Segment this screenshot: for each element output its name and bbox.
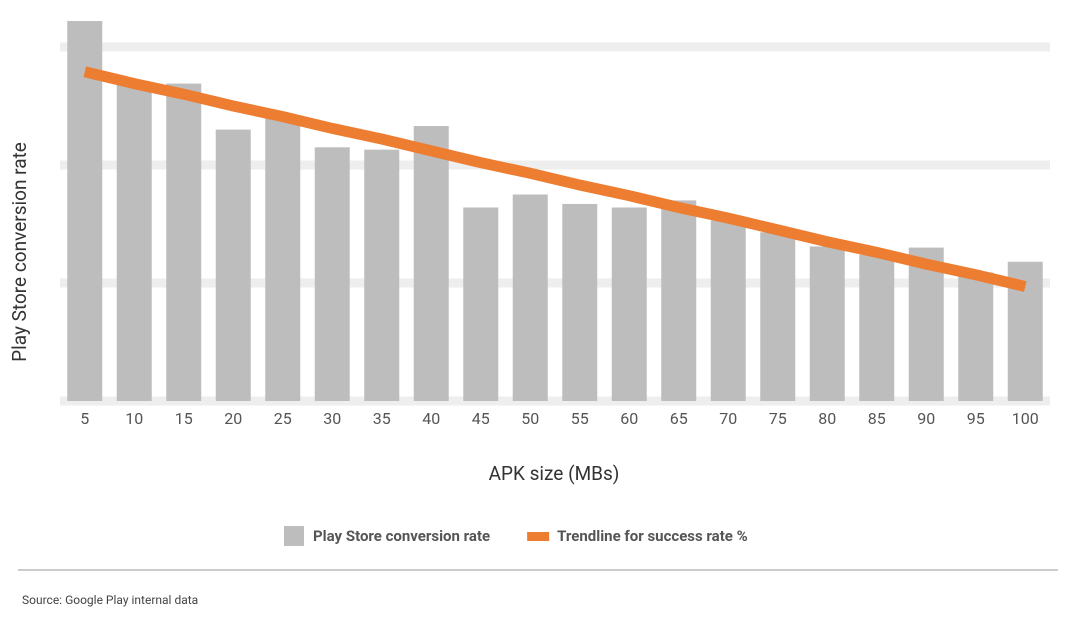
x-tick-label: 20 <box>224 409 242 428</box>
trendline <box>83 66 1027 292</box>
bar <box>611 207 647 401</box>
x-tick-label: 100 <box>1012 409 1039 428</box>
bar <box>463 207 499 401</box>
x-axis-title: APK size (MBs) <box>489 462 620 485</box>
bar <box>116 84 152 401</box>
legend-swatch <box>284 526 304 546</box>
x-tick-label: 55 <box>571 409 589 428</box>
x-tick-label: 35 <box>373 409 391 428</box>
x-tick-label: 85 <box>868 409 886 428</box>
bar <box>364 149 400 401</box>
x-tick-label: 50 <box>521 409 539 428</box>
bar <box>859 254 895 401</box>
bar <box>512 194 548 401</box>
x-tick-label: 90 <box>917 409 935 428</box>
bar <box>314 147 350 401</box>
x-tick-label: 5 <box>80 409 89 428</box>
legend-swatch <box>527 532 550 541</box>
bar <box>166 83 202 401</box>
x-tick-label: 15 <box>175 409 193 428</box>
bar <box>710 220 746 401</box>
x-tick-label: 65 <box>670 409 688 428</box>
bar <box>809 246 845 401</box>
x-tick-label: 40 <box>422 409 440 428</box>
bar <box>265 117 301 402</box>
legend-label: Trendline for success rate % <box>557 527 748 545</box>
bar <box>413 126 449 401</box>
bar <box>760 232 796 401</box>
bar <box>958 272 994 401</box>
bar <box>562 203 598 401</box>
legend-label: Play Store conversion rate <box>313 527 490 545</box>
x-tick-label: 70 <box>719 409 737 428</box>
x-tick-label: 75 <box>769 409 787 428</box>
x-tick-label: 95 <box>967 409 985 428</box>
bar <box>215 129 251 401</box>
x-tick-label: 80 <box>818 409 836 428</box>
x-tick-label: 10 <box>125 409 143 428</box>
x-tick-label: 30 <box>323 409 341 428</box>
bar <box>67 21 103 401</box>
x-tick-label: 45 <box>472 409 490 428</box>
x-tick-label: 25 <box>274 409 292 428</box>
bar <box>661 200 697 401</box>
x-tick-label: 60 <box>620 409 638 428</box>
bar <box>908 247 944 401</box>
source: Source: Google Play internal data <box>22 593 198 607</box>
y-axis-title: Play Store conversion rate <box>8 142 31 362</box>
